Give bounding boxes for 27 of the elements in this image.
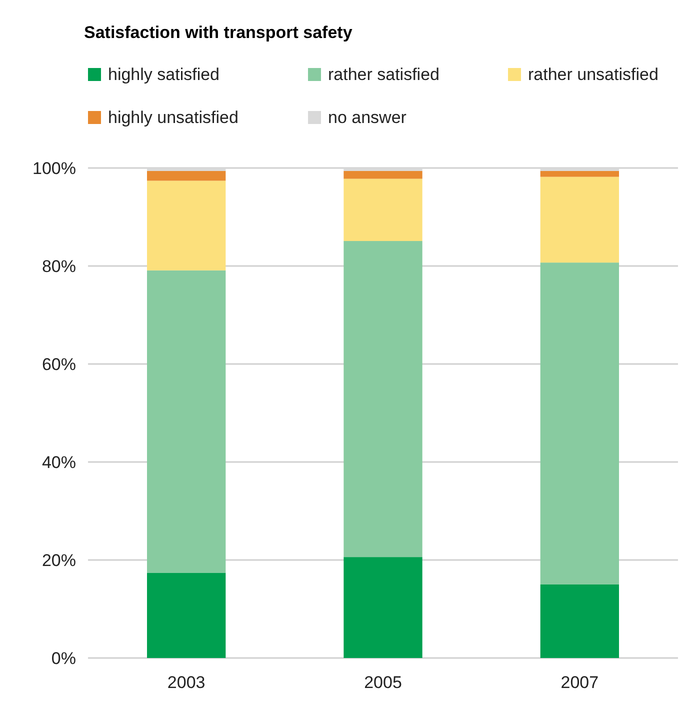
bar [147, 170, 226, 181]
y-tick-label: 0% [51, 648, 76, 668]
bar [540, 170, 619, 177]
bar [344, 178, 422, 242]
legend-label: no answer [328, 108, 407, 127]
x-tick-label: 2007 [560, 673, 599, 692]
bar [147, 270, 226, 573]
legend-label: highly satisfied [108, 65, 220, 84]
bar [147, 572, 226, 658]
legend-label: rather satisfied [328, 65, 440, 84]
y-tick-label: 60% [42, 354, 76, 374]
y-tick-label: 20% [42, 550, 76, 570]
bar [540, 262, 619, 584]
legend-label: rather unsatisfied [528, 65, 658, 84]
y-tick-label: 100% [32, 158, 76, 178]
x-tick-label: 2005 [364, 673, 402, 692]
bar [147, 180, 226, 270]
bar [344, 557, 422, 658]
bar [344, 170, 422, 179]
chart-title: Satisfaction with transport safety [84, 23, 353, 42]
y-tick-label: 80% [42, 256, 76, 276]
bar [540, 584, 619, 658]
y-tick-label: 40% [42, 452, 76, 472]
bar [344, 241, 422, 558]
bar [540, 176, 619, 263]
legend-label: highly unsatisfied [108, 108, 238, 127]
x-tick-label: 2003 [167, 673, 206, 692]
